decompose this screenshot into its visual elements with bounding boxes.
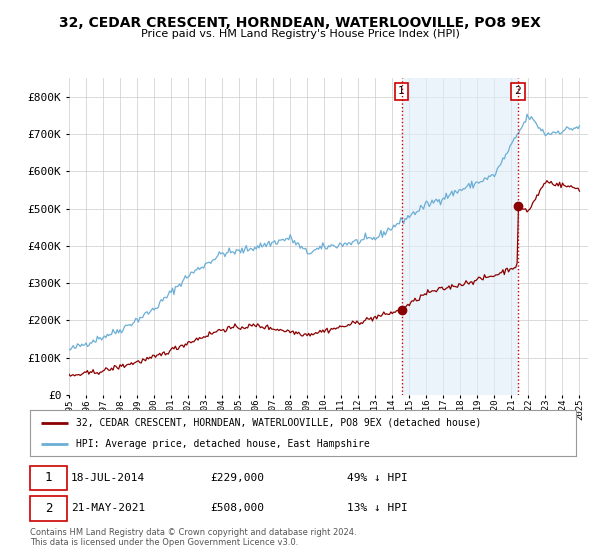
Text: Price paid vs. HM Land Registry's House Price Index (HPI): Price paid vs. HM Land Registry's House … — [140, 29, 460, 39]
Text: 1: 1 — [45, 471, 52, 484]
Text: 2: 2 — [45, 502, 52, 515]
Bar — [401, 78, 518, 395]
Text: 32, CEDAR CRESCENT, HORNDEAN, WATERLOOVILLE, PO8 9EX (detached house): 32, CEDAR CRESCENT, HORNDEAN, WATERLOOVI… — [76, 418, 482, 428]
FancyBboxPatch shape — [30, 496, 67, 521]
Text: 32, CEDAR CRESCENT, HORNDEAN, WATERLOOVILLE, PO8 9EX: 32, CEDAR CRESCENT, HORNDEAN, WATERLOOVI… — [59, 16, 541, 30]
Text: 49% ↓ HPI: 49% ↓ HPI — [347, 473, 407, 483]
Text: HPI: Average price, detached house, East Hampshire: HPI: Average price, detached house, East… — [76, 439, 370, 449]
Text: 13% ↓ HPI: 13% ↓ HPI — [347, 503, 407, 514]
Text: 18-JUL-2014: 18-JUL-2014 — [71, 473, 145, 483]
Text: 21-MAY-2021: 21-MAY-2021 — [71, 503, 145, 514]
FancyBboxPatch shape — [30, 465, 67, 490]
Text: 1: 1 — [398, 86, 405, 96]
Text: Contains HM Land Registry data © Crown copyright and database right 2024.
This d: Contains HM Land Registry data © Crown c… — [30, 528, 356, 547]
Text: £229,000: £229,000 — [210, 473, 264, 483]
Text: £508,000: £508,000 — [210, 503, 264, 514]
Text: 2: 2 — [515, 86, 521, 96]
